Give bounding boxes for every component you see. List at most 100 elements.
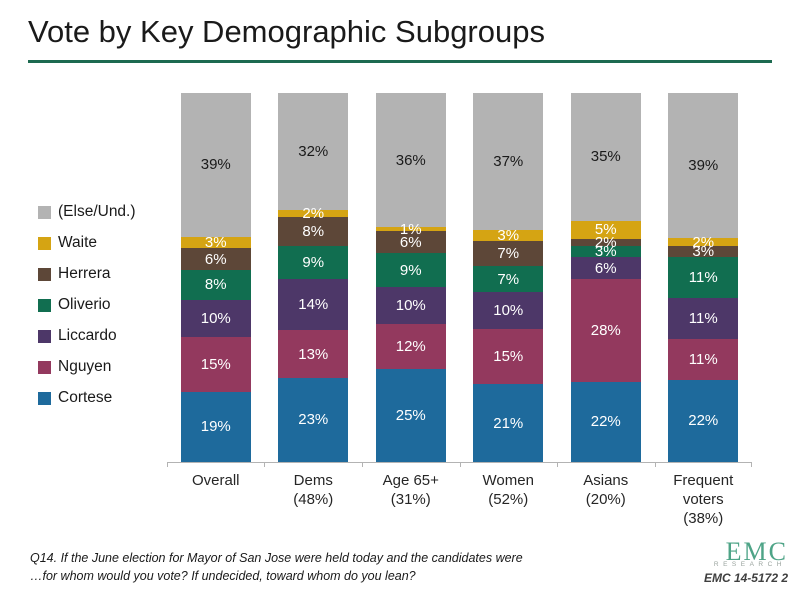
category-column-dems: 32% 2% 8% 9% 14% 13% 23% bbox=[265, 93, 363, 462]
segment-value-label: 2% bbox=[302, 205, 325, 223]
survey-question-note: Q14. If the June election for Mayor of S… bbox=[30, 549, 590, 585]
segment-value-label: 25% bbox=[395, 406, 426, 424]
legend-swatch-liccardo bbox=[38, 329, 51, 343]
segment-value-label: 15% bbox=[493, 348, 524, 366]
stacked-bar: 39% 3% 6% 8% 10% 15% 19% bbox=[180, 93, 251, 462]
bar-segment-liccardo: 6% bbox=[570, 257, 641, 280]
stacked-bar: 39% 2% 3% 11% 11% 11% 22% bbox=[668, 93, 739, 462]
bar-segment-herrera: 3% bbox=[668, 242, 739, 260]
segment-value-label: 15% bbox=[200, 355, 231, 373]
bar-segment-cortese: 22% bbox=[668, 379, 739, 462]
bar-segment-waite: 3% bbox=[180, 233, 251, 251]
bar-segment-herrera: 2% bbox=[570, 235, 641, 250]
segment-value-label: 21% bbox=[493, 414, 524, 432]
segment-value-label: 5% bbox=[594, 221, 617, 239]
segment-value-label: 3% bbox=[497, 226, 520, 244]
legend-item-cortese: Cortese bbox=[38, 387, 136, 409]
legend-item-liccardo: Liccardo bbox=[38, 325, 136, 347]
legend-swatch-herrera bbox=[38, 267, 51, 281]
chart-legend: (Else/Und.) Waite Herrera Oliverio Liccardo N… bbox=[38, 201, 136, 418]
legend-label: Oliverio bbox=[58, 296, 111, 313]
segment-value-label: 39% bbox=[200, 156, 231, 174]
bar-segment-oliverio: 9% bbox=[278, 246, 349, 280]
segment-value-label: 12% bbox=[395, 337, 426, 355]
legend-item-else-und: (Else/Und.) bbox=[38, 201, 136, 223]
legend-label: Waite bbox=[58, 234, 98, 251]
segment-value-label: 1% bbox=[399, 220, 422, 238]
x-axis-label: Dems (48%) bbox=[293, 472, 334, 508]
segment-value-label: 3% bbox=[204, 233, 227, 251]
segment-value-label: 13% bbox=[298, 345, 329, 363]
bar-segment-waite: 1% bbox=[375, 222, 446, 237]
legend-label: Nguyen bbox=[58, 358, 112, 375]
stacked-bar: 36% 1% 6% 9% 10% 12% 25% bbox=[375, 93, 446, 462]
legend-swatch-oliverio bbox=[38, 298, 51, 312]
bar-segment-herrera: 6% bbox=[375, 230, 446, 254]
logo-research-text: RESEARCH bbox=[713, 561, 786, 568]
segment-value-label: 22% bbox=[688, 412, 719, 430]
bar-segment-nguyen: 13% bbox=[278, 330, 349, 378]
segment-value-label: 10% bbox=[493, 302, 524, 320]
legend-swatch-nguyen bbox=[38, 360, 51, 374]
legend-item-waite: Waite bbox=[38, 232, 136, 254]
bar-segment-cortese: 19% bbox=[180, 391, 251, 462]
bar-segment-else-und: 35% bbox=[570, 93, 641, 221]
bar-segment-waite: 3% bbox=[473, 226, 544, 244]
segment-value-label: 3% bbox=[594, 243, 617, 261]
bar-segment-nguyen: 28% bbox=[570, 279, 641, 382]
segment-value-label: 9% bbox=[399, 261, 422, 279]
x-axis-tick bbox=[556, 462, 558, 467]
segment-value-label: 10% bbox=[395, 296, 426, 314]
bar-segment-oliverio: 8% bbox=[180, 270, 251, 300]
segment-value-label: 3% bbox=[692, 242, 715, 260]
bar-segment-else-und: 39% bbox=[180, 93, 251, 237]
legend-item-oliverio: Oliverio bbox=[38, 294, 136, 316]
bar-segment-liccardo: 10% bbox=[180, 299, 251, 337]
bar-segment-else-und: 32% bbox=[278, 93, 349, 210]
category-column-overall: 39% 3% 6% 8% 10% 15% 19% bbox=[167, 93, 265, 462]
bar-segment-waite: 2% bbox=[278, 206, 349, 221]
bar-segment-oliverio: 9% bbox=[375, 253, 446, 287]
segment-value-label: 28% bbox=[590, 321, 621, 339]
x-axis-tick bbox=[361, 462, 363, 467]
segment-value-label: 9% bbox=[302, 254, 325, 272]
bar-segment-waite: 2% bbox=[668, 235, 739, 250]
chart-plot-area: 39% 3% 6% 8% 10% 15% 19% 32% 2% 8% 9% 14% 13% 23% 36% 1… bbox=[167, 93, 752, 467]
bar-segment-else-und: 39% bbox=[668, 93, 739, 239]
x-axis-label: Overall bbox=[191, 472, 240, 489]
segment-value-label: 39% bbox=[688, 157, 719, 175]
segment-value-label: 23% bbox=[298, 411, 329, 429]
legend-swatch-else-und bbox=[38, 205, 51, 219]
category-column-women: 37% 3% 7% 7% 10% 15% 21% bbox=[460, 93, 558, 462]
legend-label: Cortese bbox=[58, 389, 113, 406]
segment-value-label: 8% bbox=[204, 276, 227, 294]
stacked-bar: 37% 3% 7% 7% 10% 15% 21% bbox=[473, 93, 544, 462]
segment-value-label: 32% bbox=[298, 142, 329, 160]
bar-segment-cortese: 23% bbox=[278, 377, 349, 462]
legend-item-nguyen: Nguyen bbox=[38, 356, 136, 378]
page-title: Vote by Key Demographic Subgroups bbox=[28, 14, 545, 49]
survey-question-line2: …for whom would you vote? If undecided, … bbox=[30, 569, 416, 584]
bar-segment-oliverio: 7% bbox=[473, 266, 544, 293]
x-axis-label: Women (52%) bbox=[482, 472, 534, 508]
bar-segment-else-und: 36% bbox=[375, 93, 446, 228]
category-column-asians: 35% 5% 2% 3% 6% 28% 22% bbox=[557, 93, 655, 462]
x-axis-labels: Overall Dems (48%) Age 65+ (31%) Women (52%) As… bbox=[167, 471, 752, 528]
segment-value-label: 37% bbox=[493, 152, 524, 170]
category-column-age-65: 36% 1% 6% 9% 10% 12% 25% bbox=[362, 93, 460, 462]
legend-label: (Else/Und.) bbox=[58, 203, 136, 220]
bar-segment-oliverio: 11% bbox=[668, 256, 739, 298]
bar-segment-liccardo: 10% bbox=[473, 292, 544, 330]
emc-logo: EMC bbox=[725, 537, 788, 566]
bar-segment-waite: 5% bbox=[570, 220, 641, 240]
x-axis-tick bbox=[459, 462, 461, 467]
segment-value-label: 2% bbox=[692, 233, 715, 251]
legend-swatch-cortese bbox=[38, 391, 51, 405]
segment-value-label: 6% bbox=[399, 233, 422, 251]
bar-segment-liccardo: 11% bbox=[668, 297, 739, 339]
segment-value-label: 19% bbox=[200, 418, 231, 436]
legend-label: Herrera bbox=[58, 265, 111, 282]
bar-segment-oliverio: 3% bbox=[570, 243, 641, 261]
segment-value-label: 10% bbox=[200, 309, 231, 327]
x-axis-label: Asians (20%) bbox=[583, 472, 629, 508]
